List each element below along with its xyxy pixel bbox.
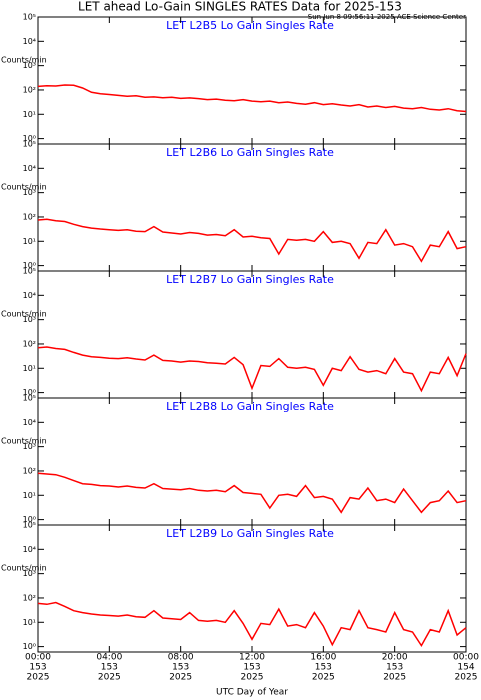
x-tick-day: 153: [386, 663, 403, 673]
x-tick-year: 2025: [455, 673, 478, 683]
y-axis-label: Counts/min: [1, 437, 47, 446]
y-tick-label: 10³: [23, 61, 36, 70]
x-tick-year: 2025: [383, 673, 406, 683]
x-tick-year: 2025: [312, 673, 335, 683]
panel-title: LET L2B6 Lo Gain Singles Rate: [166, 146, 334, 159]
x-tick-day: 153: [243, 663, 260, 673]
x-tick-label: 16:00: [310, 653, 336, 663]
data-line: [37, 84, 467, 113]
x-tick-year: 2025: [27, 673, 50, 683]
x-tick-label: 00:00: [453, 653, 479, 663]
data-line: [37, 472, 467, 514]
y-tick-label: 10⁵: [23, 13, 36, 22]
y-tick-label: 10²: [23, 212, 36, 221]
panel-title: LET L2B5 Lo Gain Singles Rate: [166, 19, 334, 32]
y-axis-label: Counts/min: [1, 564, 47, 573]
y-tick-label: 10²: [23, 466, 36, 475]
y-tick-label: 10²: [23, 339, 36, 348]
x-tick-day: 153: [29, 663, 46, 673]
y-axis-label: Counts/min: [1, 183, 47, 192]
y-tick-label: 10³: [23, 569, 36, 578]
y-axis-label: Counts/min: [1, 310, 47, 319]
x-tick-year: 2025: [241, 673, 264, 683]
chart-title: LET ahead Lo-Gain SINGLES RATES Data for…: [78, 0, 402, 14]
y-tick-label: 10¹: [23, 491, 36, 500]
y-tick-label: 10¹: [23, 237, 36, 246]
x-tick-day: 154: [457, 663, 474, 673]
y-tick-label: 10⁴: [23, 418, 36, 427]
x-tick-day: 153: [315, 663, 332, 673]
x-tick-day: 153: [101, 663, 118, 673]
y-tick-label: 10⁴: [23, 164, 36, 173]
y-tick-label: 10⁴: [23, 291, 36, 300]
y-tick-label: 10⁵: [23, 140, 36, 149]
x-tick-label: 20:00: [382, 653, 408, 663]
panel-title: LET L2B9 Lo Gain Singles Rate: [166, 527, 334, 540]
y-tick-label: 10¹: [23, 618, 36, 627]
data-line: [37, 601, 467, 648]
y-tick-label: 10¹: [23, 364, 36, 373]
y-tick-label: 10³: [23, 188, 36, 197]
data-line: [37, 218, 467, 263]
x-tick-year: 2025: [169, 673, 192, 683]
y-tick-label: 10⁴: [23, 37, 36, 46]
y-axis-label: Counts/min: [1, 56, 47, 65]
panel-title: LET L2B8 Lo Gain Singles Rate: [166, 400, 334, 413]
panel-title: LET L2B7 Lo Gain Singles Rate: [166, 273, 334, 286]
x-axis-label: UTC Day of Year: [216, 688, 288, 698]
x-tick-label: 04:00: [96, 653, 122, 663]
x-tick-day: 153: [172, 663, 189, 673]
y-tick-label: 10⁰: [23, 642, 36, 651]
y-tick-label: 10⁰: [23, 261, 36, 270]
x-tick-label: 00:00: [25, 653, 51, 663]
y-tick-label: 10⁰: [23, 134, 36, 143]
y-tick-label: 10²: [23, 85, 36, 94]
y-tick-label: 10⁴: [23, 545, 36, 554]
y-tick-label: 10⁵: [23, 267, 36, 276]
x-tick-year: 2025: [98, 673, 121, 683]
y-tick-label: 10⁰: [23, 388, 36, 397]
y-tick-label: 10¹: [23, 110, 36, 119]
y-tick-label: 10⁰: [23, 515, 36, 524]
y-tick-label: 10³: [23, 442, 36, 451]
data-line: [37, 346, 467, 393]
y-tick-label: 10³: [23, 315, 36, 324]
y-tick-label: 10⁵: [23, 521, 36, 530]
x-tick-label: 08:00: [168, 653, 194, 663]
y-tick-label: 10²: [23, 593, 36, 602]
x-tick-label: 12:00: [239, 653, 265, 663]
y-tick-label: 10⁵: [23, 394, 36, 403]
